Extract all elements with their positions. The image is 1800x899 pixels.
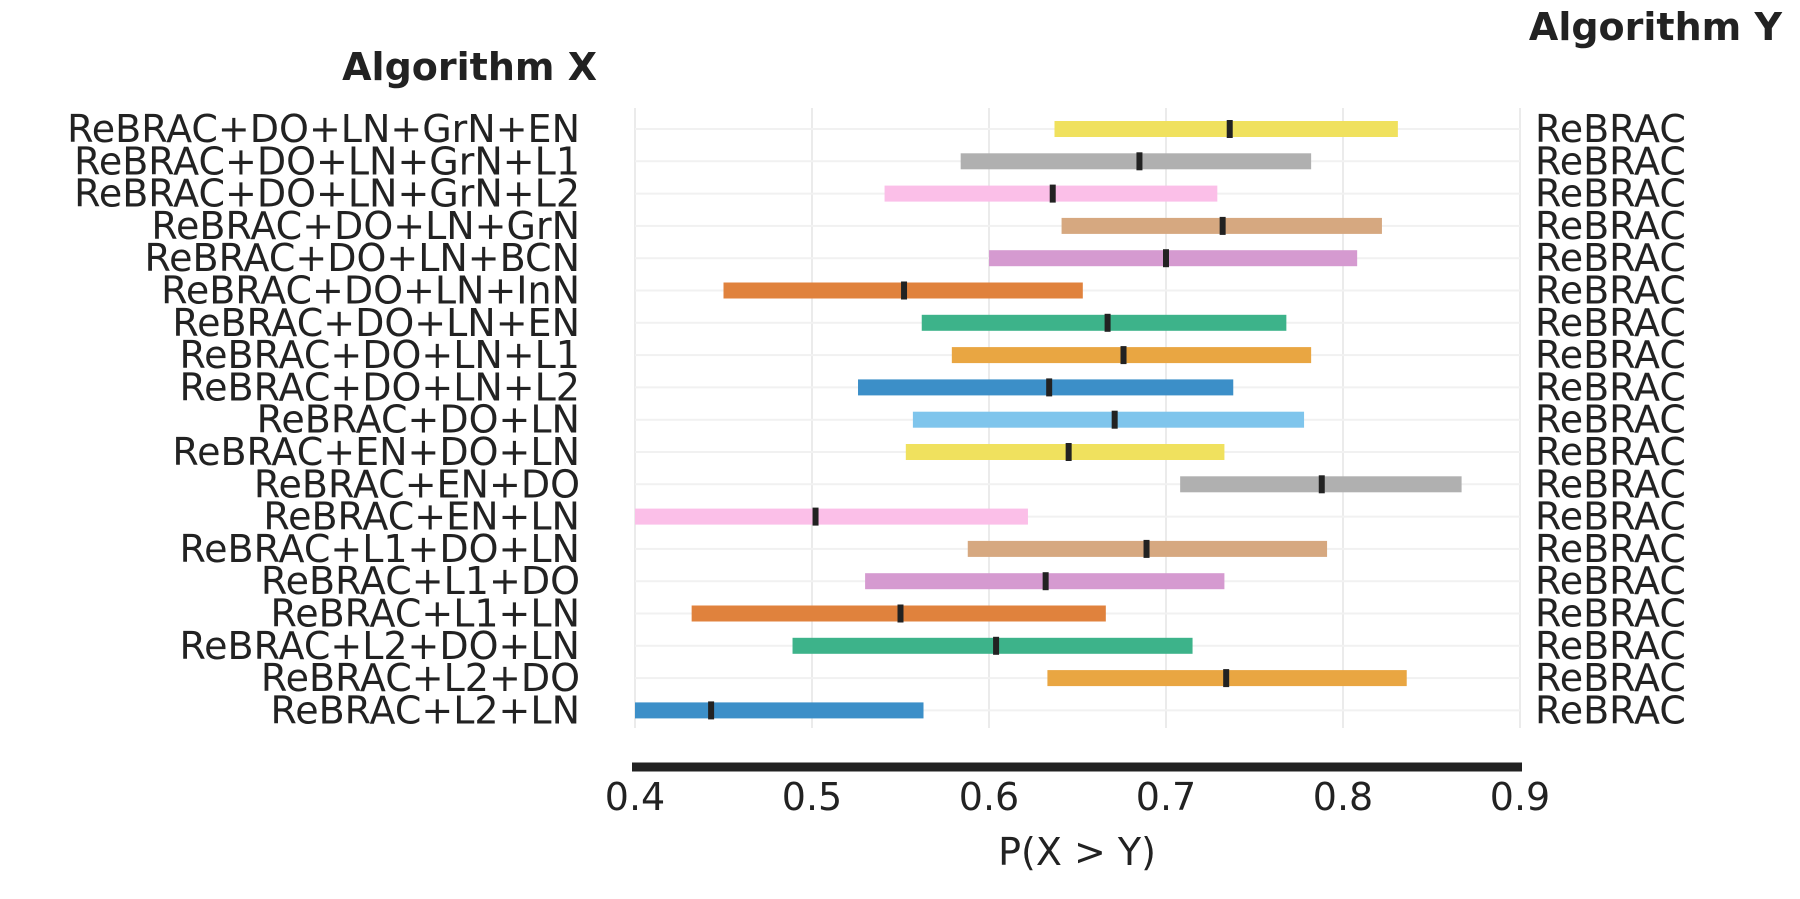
algorithm-x-label: ReBRAC+EN+DO: [254, 462, 580, 506]
x-tick-label: 0.4: [605, 775, 665, 819]
point-estimate-marker: [1223, 669, 1230, 688]
algorithm-x-label: ReBRAC+DO+LN+GrN: [151, 204, 580, 248]
algorithm-x-label: ReBRAC+DO+LN+InN: [161, 269, 580, 313]
point-estimate-marker: [1219, 216, 1226, 235]
algorithm-x-label: ReBRAC+L2+DO+LN: [179, 624, 580, 668]
algorithm-x-label: ReBRAC+DO+LN+GrN+L1: [74, 139, 580, 183]
algorithm-y-label: ReBRAC: [1535, 139, 1686, 183]
interval-bar: [960, 153, 1312, 170]
algorithm-y-label: ReBRAC: [1535, 495, 1686, 539]
interval-bar: [989, 250, 1358, 267]
algorithm-y-label: ReBRAC: [1535, 624, 1686, 668]
algorithm-y-label: ReBRAC: [1535, 236, 1686, 280]
interval-bar: [635, 508, 1028, 525]
interval-bar: [912, 411, 1305, 428]
point-estimate-marker: [897, 604, 904, 623]
algorithm-y-label: ReBRAC: [1535, 365, 1686, 409]
point-estimate-marker: [1136, 152, 1143, 171]
algorithm-y-label: ReBRAC: [1535, 462, 1686, 506]
algorithm-y-label: ReBRAC: [1535, 398, 1686, 442]
algorithm-x-label: ReBRAC+DO+LN+GrN+EN: [67, 107, 580, 151]
algorithm-x-label: ReBRAC+DO+LN+L1: [179, 333, 580, 377]
point-estimate-marker: [1049, 184, 1056, 203]
algorithm-y-header: Algorithm Y: [1529, 5, 1783, 49]
point-estimate-marker: [1120, 346, 1127, 365]
algorithm-x-label: ReBRAC+DO+LN+GrN+L2: [74, 172, 580, 216]
point-estimate-marker: [1046, 378, 1053, 397]
interval-bar: [858, 379, 1234, 396]
algorithm-y-label: ReBRAC: [1535, 656, 1686, 700]
point-estimate-marker: [1042, 572, 1049, 591]
interval-bar: [792, 637, 1193, 654]
algorithm-x-label: ReBRAC+EN+LN: [263, 495, 580, 539]
point-estimate-marker: [1143, 539, 1150, 558]
interval-bar: [905, 444, 1225, 460]
interval-bar: [635, 702, 924, 719]
x-tick-labels: 0.4 0.5 0.6 0.7 0.8 0.9: [605, 775, 1550, 819]
point-estimate-marker: [1104, 313, 1111, 332]
point-estimate-marker: [812, 507, 819, 526]
algorithm-x-label: ReBRAC+DO+LN: [257, 398, 580, 442]
algorithm-y-label: ReBRAC: [1535, 333, 1686, 377]
algorithm-y-label: ReBRAC: [1535, 559, 1686, 603]
algorithm-x-label: ReBRAC+EN+DO+LN: [172, 430, 580, 474]
algorithm-x-label: ReBRAC+DO+LN+BCN: [144, 236, 580, 280]
point-estimate-marker: [708, 701, 715, 720]
algorithm-x-label: ReBRAC+L2+LN: [271, 688, 581, 732]
algorithm-x-label: ReBRAC+L2+DO: [261, 656, 580, 700]
point-estimate-marker: [1163, 249, 1169, 268]
x-tick-label: 0.8: [1313, 775, 1373, 819]
x-axis-title: P(X > Y): [998, 830, 1156, 874]
point-estimate-marker: [1318, 475, 1325, 494]
algorithm-y-label: ReBRAC: [1535, 688, 1686, 732]
interval-bars: [635, 120, 1462, 720]
interval-bar: [1054, 121, 1398, 137]
algorithm-y-label: ReBRAC: [1535, 107, 1686, 151]
point-estimate-marker: [901, 281, 908, 300]
x-tick-label: 0.6: [959, 775, 1019, 819]
algorithm-x-label: ReBRAC+L1+LN: [271, 592, 581, 636]
algorithm-y-label: ReBRAC: [1535, 204, 1686, 248]
algorithm-y-label: ReBRAC: [1535, 430, 1686, 474]
algorithm-y-label: ReBRAC: [1535, 269, 1686, 313]
x-tick-label: 0.7: [1136, 775, 1196, 819]
point-estimate-marker: [993, 636, 1000, 655]
x-tick-label: 0.5: [782, 775, 842, 819]
algorithm-x-label: ReBRAC+L1+DO+LN: [179, 527, 580, 571]
algorithm-y-label: ReBRAC: [1535, 172, 1686, 216]
algorithm-x-header: Algorithm X: [342, 45, 597, 89]
x-tick-label: 0.9: [1490, 775, 1550, 819]
row-labels: ReBRAC+DO+LN+GrN+EN ReBRAC ReBRAC+DO+LN+Gr…: [67, 107, 1686, 732]
point-estimate-marker: [1065, 443, 1072, 461]
algorithm-x-label: ReBRAC+L1+DO: [261, 559, 580, 603]
algorithm-x-label: ReBRAC+DO+LN+L2: [179, 365, 580, 409]
algorithm-y-label: ReBRAC: [1535, 527, 1686, 571]
algorithm-y-label: ReBRAC: [1535, 301, 1686, 345]
interval-bar: [951, 347, 1312, 364]
interval-bar: [921, 314, 1287, 331]
algorithm-y-label: ReBRAC: [1535, 592, 1686, 636]
point-estimate-marker: [1111, 410, 1118, 429]
algorithm-x-label: ReBRAC+DO+LN+EN: [172, 301, 580, 345]
point-estimate-marker: [1226, 120, 1233, 138]
